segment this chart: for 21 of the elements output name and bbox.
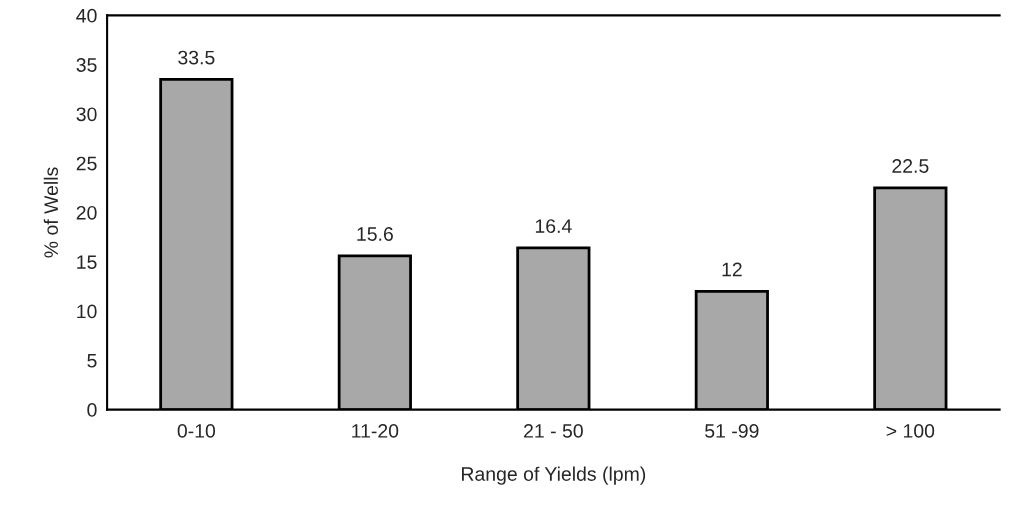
x-tick-label: 21 - 50 [524,424,583,438]
data-label: 12 [722,262,742,277]
data-label: 33.5 [178,50,215,65]
y-tick-label: 5 [87,353,97,368]
y-tick-label: 10 [77,304,97,319]
x-axis-title: Range of Yields (lpm) [462,466,646,485]
data-label: 16.4 [535,219,572,234]
y-tick-label: 35 [76,58,97,72]
data-label: 22.5 [892,159,929,173]
x-tick-label: 11-20 [352,424,399,438]
y-tick-label: 40 [76,8,97,23]
x-tick-label: 51 -99 [705,424,759,438]
y-tick-label: 25 [76,156,97,171]
x-tick-label: > 100 [886,424,935,438]
y-tick-label: 15 [77,255,97,269]
data-label: 15.6 [357,227,393,241]
y-tick-label: 20 [76,205,97,220]
y-axis-title: % of Wells [43,167,59,258]
y-tick-label: 0 [87,403,97,417]
x-tick-label: 0-10 [177,424,216,438]
y-tick-label: 30 [76,107,97,122]
